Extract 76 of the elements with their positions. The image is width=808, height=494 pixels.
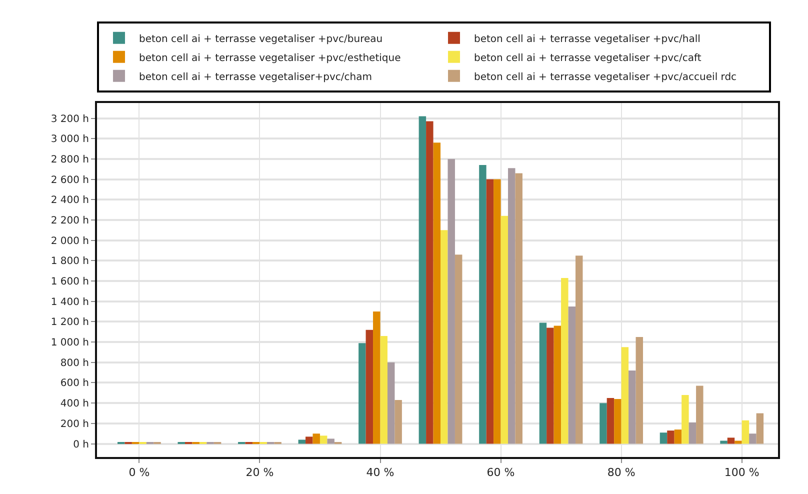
x-tick-label: 100 % xyxy=(724,466,760,480)
y-tick-label: 2 400 h xyxy=(50,195,89,206)
bar xyxy=(660,432,668,444)
y-tick-label: 2 000 h xyxy=(50,236,89,247)
y-tick-label: 0 h xyxy=(73,439,89,450)
legend-label: beton cell ai + terrasse vegetaliser+pvc/cham xyxy=(139,72,372,83)
x-tick-label: 80 % xyxy=(607,466,636,480)
bar xyxy=(486,179,494,444)
legend-label: beton cell ai + terrasse vegetaliser +pvc/esthetique xyxy=(139,52,401,64)
bar xyxy=(426,121,434,444)
bar xyxy=(358,343,366,444)
bar xyxy=(312,434,320,444)
bar xyxy=(306,436,313,444)
bar xyxy=(576,256,583,444)
bar xyxy=(508,168,516,444)
legend-label: beton cell ai + terrasse vegetaliser +pvc/hall xyxy=(474,34,700,45)
bar xyxy=(494,179,501,444)
bar xyxy=(606,398,614,444)
legend-label: beton cell ai + terrasse vegetaliser +pvc/accueil rdc xyxy=(474,72,737,83)
y-tick-label: 200 h xyxy=(60,418,89,430)
y-tick-label: 1 400 h xyxy=(50,296,89,308)
bar xyxy=(628,370,636,444)
bar xyxy=(418,116,426,444)
bar xyxy=(479,165,486,444)
y-tick-label: 1 000 h xyxy=(50,338,89,349)
y-tick-label: 3 000 h xyxy=(50,134,89,146)
bar xyxy=(366,330,374,444)
y-tick-label: 1 200 h xyxy=(50,317,89,328)
y-tick-label: 600 h xyxy=(60,378,89,390)
bar xyxy=(674,430,682,444)
bar xyxy=(327,438,334,444)
bar xyxy=(621,347,629,444)
bar xyxy=(546,328,554,444)
bar xyxy=(756,413,764,444)
bar xyxy=(688,422,696,444)
y-tick-label: 1 800 h xyxy=(50,256,89,268)
bar xyxy=(561,278,568,444)
bar xyxy=(373,312,380,444)
bar xyxy=(554,326,562,444)
bar xyxy=(636,336,644,444)
bar xyxy=(667,430,674,444)
y-tick-label: 400 h xyxy=(60,398,89,410)
bar xyxy=(720,440,728,444)
legend-label: beton cell ai + terrasse vegetaliser +pvc/bureau xyxy=(139,34,383,45)
bar xyxy=(749,434,756,444)
bar xyxy=(515,173,522,444)
bar xyxy=(742,420,750,444)
y-tick-label: 2 600 h xyxy=(50,174,89,186)
y-tick-label: 1 600 h xyxy=(50,276,89,288)
bar xyxy=(298,440,306,444)
y-tick-label: 2 800 h xyxy=(50,154,89,166)
bar xyxy=(380,336,388,444)
bar xyxy=(440,230,448,444)
bar xyxy=(696,386,704,444)
y-tick-label: 3 200 h xyxy=(50,114,89,125)
bar xyxy=(614,399,622,444)
bar xyxy=(320,436,328,444)
x-tick-label: 0 % xyxy=(128,466,150,480)
bar xyxy=(387,362,395,444)
x-tick-label: 40 % xyxy=(366,466,394,480)
x-tick-label: 60 % xyxy=(486,466,515,480)
bar xyxy=(727,438,735,444)
x-tick-label: 20 % xyxy=(246,466,274,480)
bar xyxy=(433,142,441,444)
bar xyxy=(394,400,402,444)
bar xyxy=(500,216,508,444)
legend-label: beton cell ai + terrasse vegetaliser +pvc/caft xyxy=(474,52,702,64)
y-tick-label: 2 200 h xyxy=(50,215,89,226)
bar xyxy=(600,403,607,444)
bar xyxy=(682,394,689,444)
bar xyxy=(568,306,576,444)
bar xyxy=(539,322,547,444)
y-tick-label: 800 h xyxy=(60,358,89,369)
bar xyxy=(448,158,455,444)
bar xyxy=(454,254,462,444)
bar xyxy=(734,440,742,444)
